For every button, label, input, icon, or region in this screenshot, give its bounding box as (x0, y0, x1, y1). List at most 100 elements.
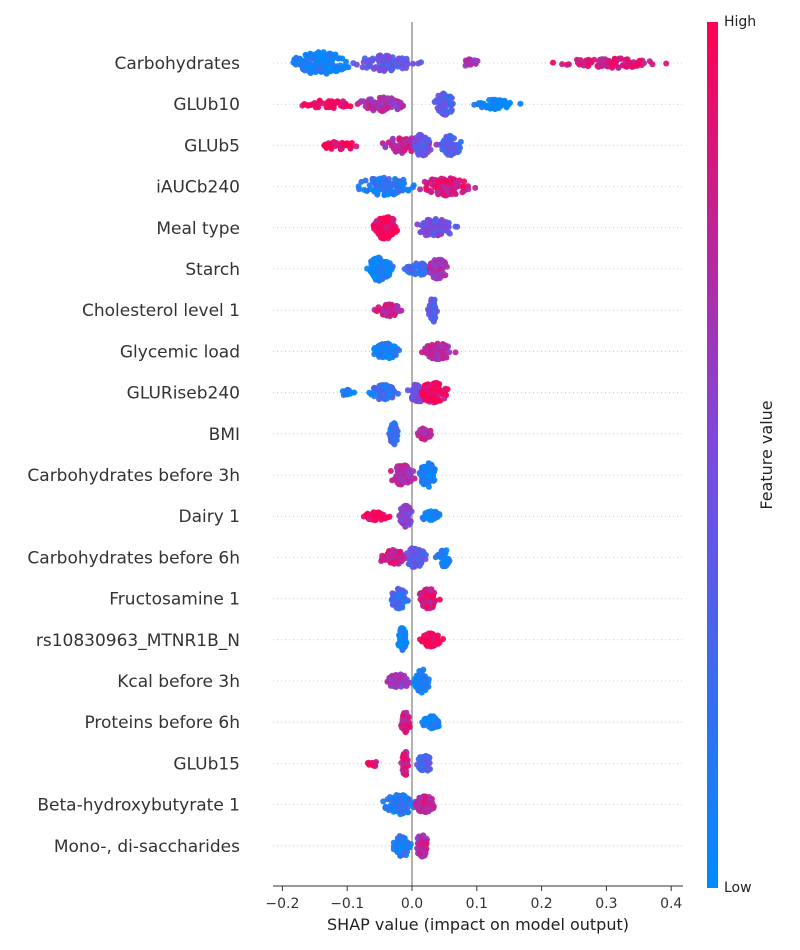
shap-point (397, 673, 403, 680)
shap-point (422, 427, 428, 434)
x-tick-label: 0.4 (660, 896, 682, 912)
shap-point (435, 188, 442, 195)
shap-point (453, 180, 460, 187)
shap-point (425, 483, 432, 490)
shap-point (380, 94, 387, 101)
shap-point (401, 792, 408, 799)
shap-point (389, 223, 396, 230)
shap-point (394, 681, 400, 688)
shap-point (436, 220, 443, 227)
shap-point (301, 101, 308, 107)
x-tick-label: −0.2 (265, 896, 299, 912)
shap-point (430, 308, 437, 315)
shap-point (585, 56, 592, 63)
feature-label: Carbohydrates before 3h (27, 466, 240, 486)
shap-point (423, 591, 430, 598)
shap-point (373, 218, 380, 225)
shap-point (370, 256, 377, 263)
feature-row: rs10830963_MTNR1B_N (36, 631, 683, 651)
shap-point (386, 313, 393, 320)
shap-point (627, 60, 634, 67)
shap-point (406, 470, 413, 477)
colorbar-gradient (707, 22, 718, 888)
shap-point (397, 628, 404, 635)
feature-row: BMI (209, 425, 683, 445)
feature-label: BMI (209, 425, 240, 445)
colorbar-high-label: High (724, 14, 756, 30)
shap-point (431, 99, 438, 105)
shap-point (472, 184, 479, 191)
shap-point (418, 763, 425, 770)
feature-row: Carbohydrates before 3h (27, 466, 683, 486)
shap-point (392, 142, 399, 149)
shap-point (446, 100, 453, 107)
shap-point (417, 808, 424, 815)
shap-point (391, 99, 398, 106)
shap-point (429, 315, 436, 322)
shap-point (455, 141, 462, 148)
feature-label: Meal type (156, 219, 240, 239)
shap-point (420, 636, 427, 643)
shap-point (415, 756, 422, 763)
shap-point (382, 57, 389, 63)
shap-point (423, 186, 430, 193)
shap-point (565, 61, 572, 68)
shap-point (395, 188, 402, 195)
shap-point (391, 431, 398, 438)
shap-point (428, 725, 435, 732)
shap-point (429, 395, 436, 402)
shap-point (377, 261, 384, 268)
shap-point (343, 388, 350, 395)
shap-point (426, 800, 433, 807)
shap-point (395, 592, 402, 599)
shap-point (444, 386, 451, 393)
feature-label: GLUb15 (173, 754, 240, 774)
shap-point (423, 716, 430, 723)
shap-point (396, 512, 403, 519)
feature-row: GLUb10 (173, 95, 683, 115)
shap-point (382, 142, 388, 149)
shap-point (439, 91, 446, 98)
shap-point (429, 298, 436, 305)
feature-row: Mono-, di-saccharides (54, 837, 683, 857)
shap-point (376, 510, 383, 517)
shap-point (406, 796, 413, 803)
shap-point (394, 57, 401, 64)
shap-point (353, 143, 360, 150)
x-tick-label: −0.1 (330, 896, 364, 912)
x-tick-label: 0.3 (595, 896, 617, 912)
shap-point (321, 142, 328, 149)
shap-point (353, 61, 360, 68)
shap-point (622, 63, 629, 70)
shap-point (388, 66, 395, 73)
shap-point (444, 108, 451, 115)
shap-point (441, 395, 448, 402)
shap-point (427, 516, 434, 523)
shap-point (325, 51, 332, 57)
shap-point (422, 556, 429, 563)
shap-point (415, 60, 422, 67)
shap-point (308, 55, 315, 62)
shap-point (438, 107, 445, 114)
shap-point (371, 393, 378, 400)
shap-point (440, 138, 447, 145)
shap-point (392, 148, 399, 155)
shap-point (347, 103, 354, 110)
shap-point (595, 63, 602, 70)
shap-point (382, 805, 389, 812)
shap-point (371, 187, 378, 194)
shap-point (395, 605, 402, 612)
shap-point (373, 308, 380, 315)
feature-label: Carbohydrates (115, 54, 241, 74)
shap-point (462, 62, 469, 69)
shap-point (407, 557, 414, 564)
shap-point (390, 351, 397, 358)
shap-point (384, 62, 391, 68)
feature-label: Cholesterol level 1 (82, 301, 240, 321)
shap-point (398, 307, 405, 314)
shap-point (416, 850, 423, 857)
shap-point (430, 380, 437, 387)
shap-point (418, 229, 425, 235)
shap-point (397, 146, 404, 153)
shap-point (389, 394, 396, 401)
